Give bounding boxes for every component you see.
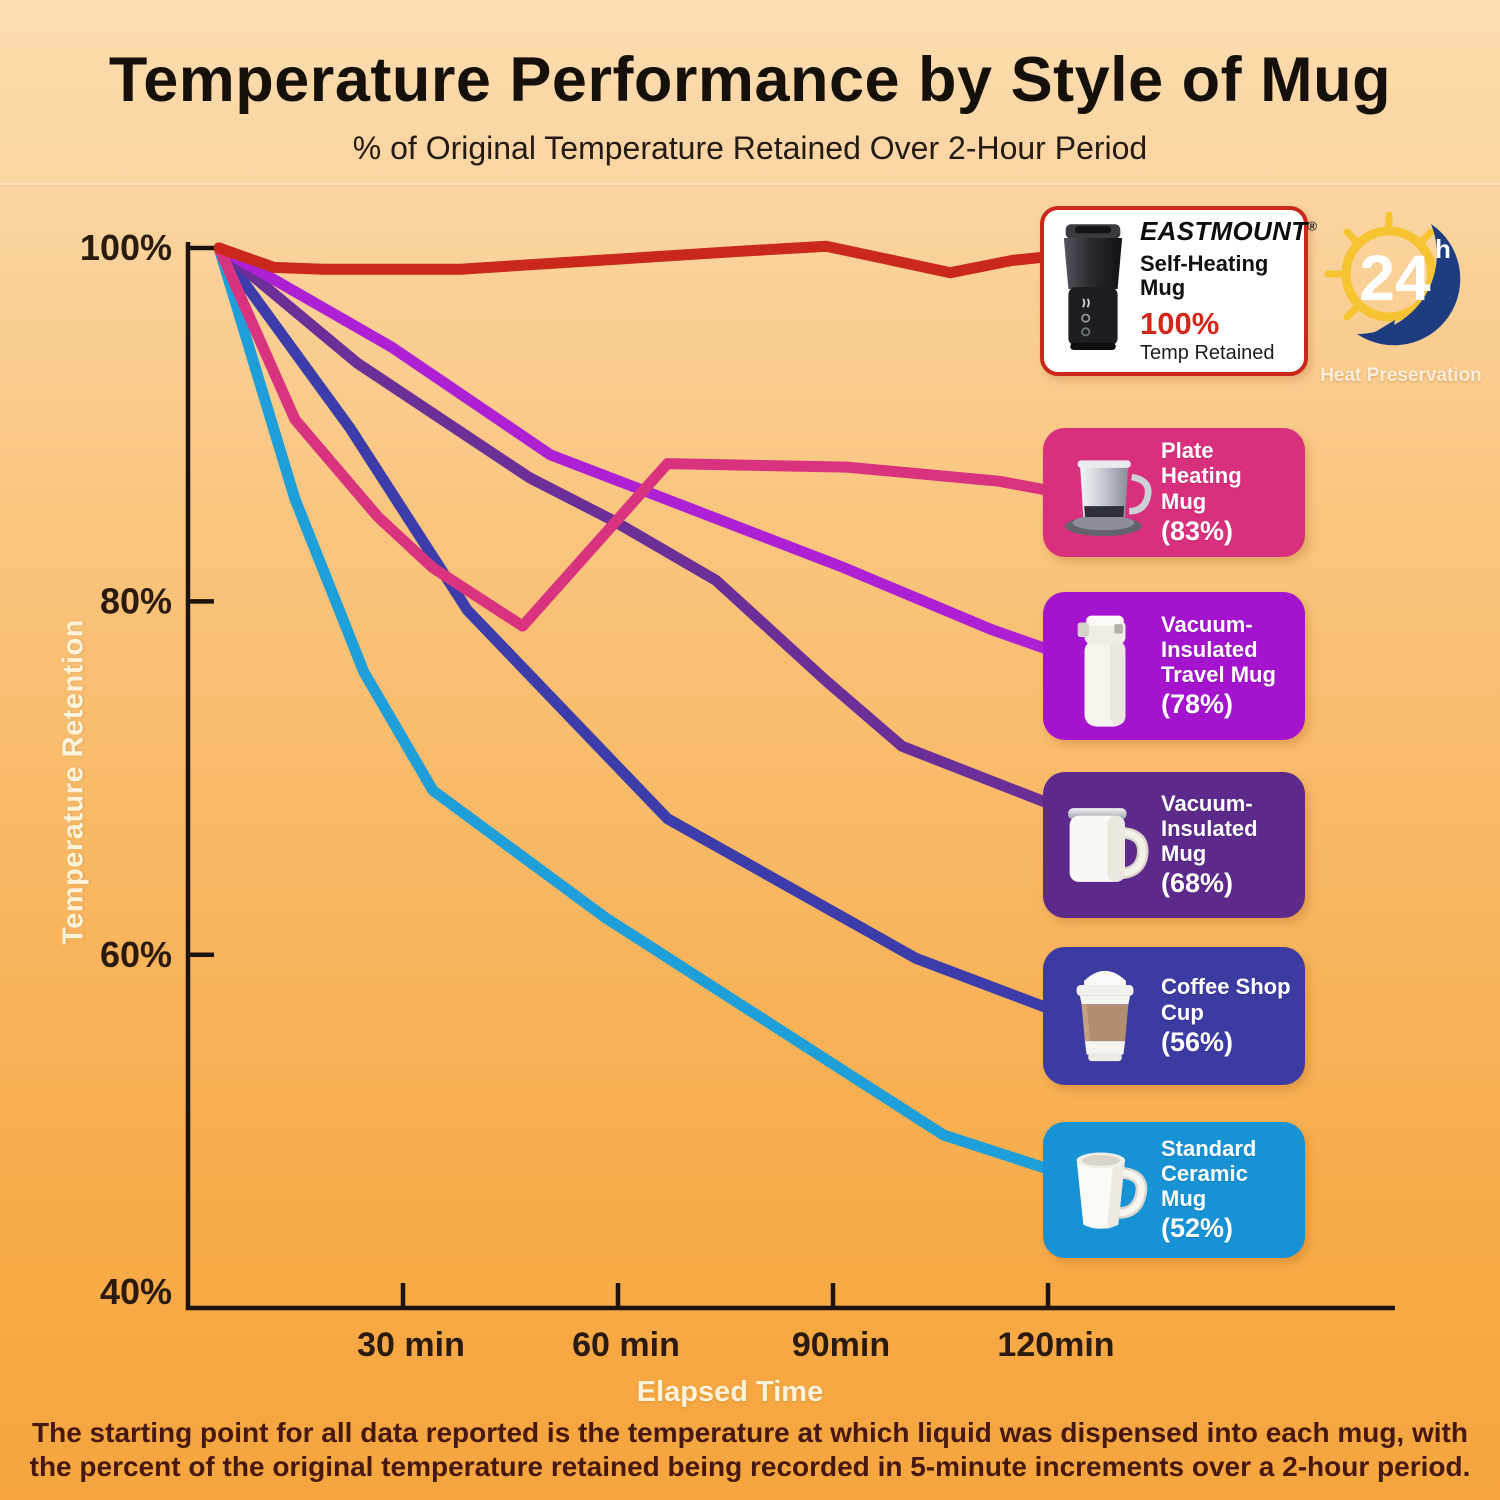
y-tick-label: 100%: [80, 227, 172, 268]
x-tick-label: 60 min: [572, 1326, 680, 1364]
hero-card-text: EASTMOUNT® Self-Heating Mug 100% Temp Re…: [1140, 217, 1317, 365]
hero-retention-value: 100%: [1140, 305, 1220, 341]
coffee-shop-cup-image: [1055, 957, 1155, 1075]
registered-trademark-icon: ®: [1307, 218, 1318, 234]
legend-item-value: (52%): [1161, 1213, 1234, 1244]
legend-card-self-heating-mug: EASTMOUNT® Self-Heating Mug 100% Temp Re…: [1040, 206, 1317, 376]
ceramic-mug-image: [1055, 1136, 1155, 1244]
y-axis-label: Temperature Retention: [57, 619, 90, 945]
legend-item-value: (78%): [1161, 689, 1234, 720]
series-line-coffee-shop-cup: [213, 242, 1053, 1014]
x-axis-label: Elapsed Time: [636, 1376, 824, 1408]
travel-mug-image: [1055, 602, 1155, 730]
legend-item-label: Vacuum- Insulated Mug: [1161, 790, 1258, 867]
legend-item-label: Coffee Shop Cup: [1161, 974, 1291, 1025]
vacuum-insulated-mug-image: [1055, 796, 1155, 894]
legend-box-ceramic-mug: Standard Ceramic Mug (52%): [1043, 1122, 1305, 1258]
y-tick-label: 60%: [100, 934, 172, 975]
series-line-standard-ceramic-mug: [213, 242, 1053, 1175]
hero-retention-caption: Temp Retained: [1140, 342, 1275, 365]
y-tick-label: 80%: [100, 580, 172, 621]
footnote: The starting point for all data reported…: [29, 1417, 1471, 1483]
header-divider: [0, 183, 1500, 185]
legend-box-plate-heating-mug: Plate Heating Mug (83%): [1043, 428, 1305, 557]
legend-item-label: Plate Heating Mug: [1161, 438, 1242, 514]
axis-lines: [185, 242, 1395, 1311]
legend-text: Standard Ceramic Mug (52%): [1161, 1136, 1297, 1245]
y-tick-label: 40%: [100, 1271, 172, 1312]
heat-preservation-badge: 24 h Heat Preservation: [1316, 210, 1486, 387]
svg-text:24: 24: [1359, 242, 1431, 314]
legend-item-label: Standard Ceramic Mug: [1161, 1135, 1257, 1212]
legend-text: Plate Heating Mug (83%): [1161, 438, 1297, 547]
page-title: Temperature Performance by Style of Mug: [108, 45, 1392, 115]
legend-box-travel-mug: Vacuum- Insulated Travel Mug (78%): [1043, 592, 1305, 740]
series-line-vacuum-insulated-travel-mug: [213, 242, 1053, 655]
plate-heating-mug-image: [1055, 440, 1155, 544]
series-line-vacuum-insulated-mug: [213, 242, 1053, 809]
sun-moon-24h-icon: 24 h: [1324, 211, 1461, 346]
series-line-plate-heating-mug: [213, 242, 1053, 632]
legend-text: Vacuum- Insulated Travel Mug (78%): [1161, 612, 1276, 721]
brand-name: EASTMOUNT®: [1140, 216, 1318, 247]
hero-product-name: Self-Heating Mug: [1140, 251, 1269, 301]
legend-box-coffee-shop-cup: Coffee Shop Cup (56%): [1043, 947, 1305, 1085]
legend-item-value: (56%): [1161, 1026, 1234, 1057]
page-subtitle: % of Original Temperature Retained Over …: [352, 130, 1148, 166]
x-tick-label: 120min: [997, 1326, 1114, 1364]
legend-item-value: (83%): [1161, 515, 1234, 546]
legend-text: Coffee Shop Cup (56%): [1161, 974, 1291, 1058]
series-line-self-heating-mug: [213, 240, 1053, 279]
legend-box-vacuum-insulated-mug: Vacuum- Insulated Mug (68%): [1043, 772, 1305, 918]
legend-text: Vacuum- Insulated Mug (68%): [1161, 791, 1297, 900]
legend-item-label: Vacuum- Insulated Travel Mug: [1161, 611, 1276, 688]
legend-item-value: (68%): [1161, 868, 1234, 899]
svg-text:h: h: [1435, 234, 1451, 264]
x-tick-label: 30 min: [357, 1326, 465, 1364]
self-heating-mug-image: [1052, 214, 1134, 369]
x-tick-label: 90min: [792, 1326, 890, 1364]
badge-caption: Heat Preservation: [1320, 365, 1482, 386]
